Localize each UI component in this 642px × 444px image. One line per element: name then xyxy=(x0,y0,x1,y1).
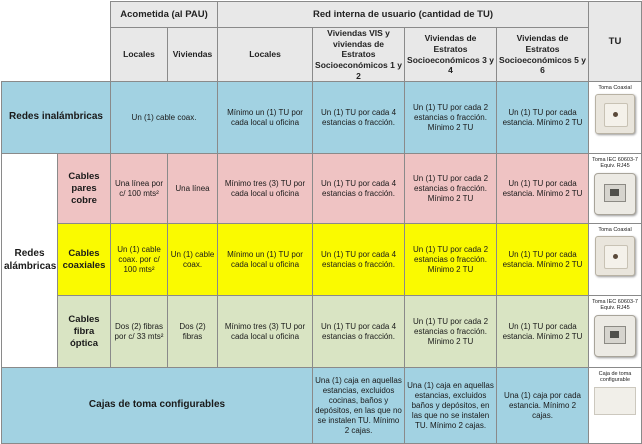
cajas-estratos-3-4: Una (1) caja en aquellas estancias, excl… xyxy=(404,367,498,444)
coax-estratos-5-6: Un (1) TU por cada estancia. Mínimo 2 TU xyxy=(496,223,590,297)
header-estratos-3-4: Viviendas de Estratos Socioeconómicos 3 … xyxy=(404,26,498,83)
row-pares-cobre: Redes alámbricas Cables pares cobre Una … xyxy=(1,153,642,369)
tu-label: Toma Coaxial xyxy=(598,85,632,92)
row-inalambricas: Redes inalámbricas Un (1) cable coax. Mí… xyxy=(1,81,642,155)
tu-coaxiales: Toma Coaxial xyxy=(588,223,642,297)
inalambricas-estratos-5-6: Un (1) TU por cada estancia. Mínimo 2 TU xyxy=(496,81,590,155)
label-cajas-toma: Cajas de toma configurables xyxy=(0,367,314,444)
inalambricas-acometida: Un (1) cable coax. xyxy=(109,81,219,155)
pares-acometida-viviendas: Una línea xyxy=(166,153,219,225)
fibra-estratos-5-6: Un (1) TU por cada estancia. Mínimo 2 TU xyxy=(496,295,590,369)
tu-label: Toma Coaxial xyxy=(598,227,632,234)
coax-vis: Un (1) TU por cada 4 estancias o fracció… xyxy=(312,223,406,297)
tu-inalambricas: Toma Coaxial xyxy=(588,81,642,155)
coax-locales: Mínimo un (1) TU por cada local u oficin… xyxy=(217,223,314,297)
inalambricas-estratos-3-4: Un (1) TU por cada 2 estancias o fracció… xyxy=(404,81,498,155)
cat-pares-cobre: Cables pares cobre xyxy=(57,153,111,225)
fibra-acometida-viviendas: Dos (2) fibras xyxy=(166,295,219,369)
row-cajas: Cajas de toma configurables Una (1) caja… xyxy=(0,367,642,444)
header-tu: TU xyxy=(588,0,642,83)
coaxial-outlet-icon xyxy=(595,236,636,277)
corner-blank-2 xyxy=(1,27,111,82)
row-coaxiales: Cables coaxiales Un (1) cable coax. por … xyxy=(2,223,642,297)
cat-coaxiales: Cables coaxiales xyxy=(57,223,111,297)
header-estratos-5-6: Viviendas de Estratos Socioeconómicos 5 … xyxy=(496,26,590,83)
label-redes-inalambricas: Redes inalámbricas xyxy=(1,81,111,155)
fibra-estratos-3-4: Un (1) TU por cada 2 estancias o fracció… xyxy=(404,295,498,369)
label-redes-alambricas: Redes alámbricas xyxy=(1,153,58,369)
fibra-vis: Un (1) TU por cada 4 estancias o fracció… xyxy=(312,295,406,369)
rj45-outlet-icon xyxy=(594,314,637,357)
pares-acometida-locales: Una línea por c/ 100 mts² xyxy=(110,153,168,225)
header-acometida: Acometida (al PAU) xyxy=(109,1,219,28)
tu-cajas: Caja de toma configurable xyxy=(588,367,642,444)
pares-vis: Un (1) TU por cada 4 estancias o fracció… xyxy=(312,153,406,225)
pares-estratos-3-4: Un (1) TU por cada 2 estancias o fracció… xyxy=(404,153,498,225)
tu-pares-cobre: Toma IEC 60603-7 Equiv. RJ45 xyxy=(588,153,642,225)
fibra-acometida-locales: Dos (2) fibras por c/ 33 mts² xyxy=(110,295,168,369)
fibra-locales: Mínimo tres (3) TU por cada local u ofic… xyxy=(217,295,314,369)
pares-estratos-5-6: Un (1) TU por cada estancia. Mínimo 2 TU xyxy=(496,153,590,225)
cajas-vis: Una (1) caja en aquellas estancias, excl… xyxy=(312,367,406,444)
coax-acometida-locales: Un (1) cable coax. por c/ 100 mts² xyxy=(110,223,168,297)
inalambricas-vis: Un (1) TU por cada 4 estancias o fracció… xyxy=(312,81,406,155)
row-fibra-optica: Cables fibra óptica Dos (2) fibras por c… xyxy=(2,295,642,369)
configurable-box-icon xyxy=(594,386,637,415)
tu-fibra-optica: Toma IEC 60603-7 Equiv. RJ45 xyxy=(588,295,642,369)
header-red-locales: Locales xyxy=(217,26,314,83)
header-vis: Viviendas VIS y viviendas de Estratos So… xyxy=(312,26,406,83)
header-acometida-locales: Locales xyxy=(110,26,168,83)
cat-fibra-optica: Cables fibra óptica xyxy=(57,295,111,369)
inalambricas-locales: Mínimo un (1) TU por cada local u oficin… xyxy=(217,81,314,155)
tu-label: Caja de toma configurable xyxy=(598,371,632,384)
tu-label: Toma IEC 60603-7 Equiv. RJ45 xyxy=(592,299,638,312)
cajas-estratos-5-6: Una (1) caja por cada estancia. Mínimo 2… xyxy=(496,367,590,444)
pares-locales: Mínimo tres (3) TU por cada local u ofic… xyxy=(217,153,314,225)
coax-estratos-3-4: Un (1) TU por cada 2 estancias o fracció… xyxy=(404,223,498,297)
coax-acometida-viviendas: Un (1) cable coax. xyxy=(166,223,219,297)
corner-blank xyxy=(1,1,111,28)
coaxial-outlet-icon xyxy=(595,94,636,135)
header-red-interna: Red interna de usuario (cantidad de TU) xyxy=(217,1,590,28)
header-acometida-viviendas: Viviendas xyxy=(166,26,219,83)
rj45-outlet-icon xyxy=(594,172,637,215)
tu-label: Toma IEC 60603-7 Equiv. RJ45 xyxy=(592,157,638,170)
